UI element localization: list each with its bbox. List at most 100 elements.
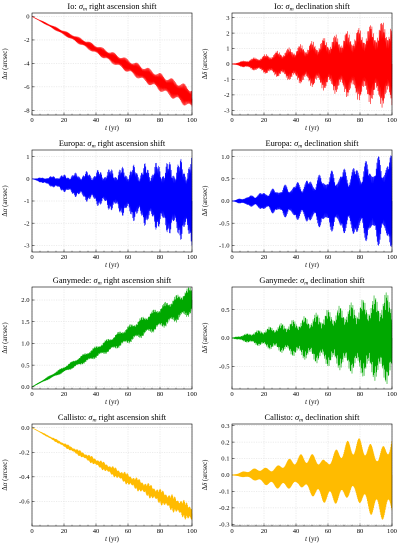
y-tick-label: 1 — [226, 46, 229, 53]
x-tick-label: 20 — [261, 117, 268, 124]
x-tick-label: 20 — [61, 391, 68, 398]
y-tick-label: 1.0 — [21, 341, 30, 348]
panel-io-ra: Io: σm right ascension shift 0 20 40 60 80 100… — [0, 0, 200, 137]
chart-title: Callisto: σm declination shift — [265, 413, 361, 424]
y-tick-label: -0.2 — [19, 449, 29, 456]
x-tick-label: 0 — [230, 528, 234, 535]
x-axis-label: t (yr) — [305, 262, 319, 269]
x-tick-label: 80 — [157, 254, 164, 261]
x-tick-label: 20 — [61, 117, 68, 124]
plot-frame — [31, 286, 193, 390]
y-tick-label: -3 — [224, 108, 230, 115]
x-tick-label: 80 — [157, 528, 164, 535]
x-axis-label: t (yr) — [105, 536, 119, 543]
series-line — [31, 287, 193, 388]
x-tick-label: 40 — [293, 117, 300, 124]
y-tick-label: 0.1 — [221, 456, 229, 463]
series-line — [231, 292, 393, 385]
plot-frame — [231, 423, 393, 527]
y-tick-label: 1.5 — [21, 319, 30, 326]
series-line — [231, 155, 393, 247]
y-tick-label: -1 — [24, 198, 30, 205]
x-tick-label: 100 — [387, 254, 398, 261]
x-tick-label: 40 — [93, 117, 100, 124]
x-tick-label: 60 — [125, 117, 132, 124]
x-tick-label: 60 — [325, 528, 332, 535]
series-line — [31, 16, 193, 107]
x-tick-label: 20 — [261, 254, 268, 261]
y-tick-label: 1.0 — [221, 154, 230, 161]
y-tick-label: 0.3 — [221, 423, 230, 430]
x-tick-label: 40 — [93, 528, 100, 535]
y-tick-label: 0.5 — [221, 176, 230, 183]
x-tick-label: 60 — [325, 254, 332, 261]
y-axis-label: Δδ (arcsec) — [202, 323, 209, 354]
x-axis-label: t (yr) — [305, 399, 319, 406]
x-tick-label: 0 — [230, 117, 234, 124]
y-tick-label: -0.5 — [219, 220, 230, 227]
chart-io-dec: Io: σm declination shift 0 20 40 60 80 100 3 2 1 0… — [202, 2, 398, 132]
x-tick-label: 60 — [325, 117, 332, 124]
plot-frame — [231, 286, 393, 390]
y-tick-label: -1.0 — [219, 243, 230, 250]
y-tick-label: -0.6 — [19, 499, 30, 506]
x-tick-label: 40 — [293, 391, 300, 398]
x-tick-label: 40 — [93, 254, 100, 261]
chart-callisto-dec: Callisto: σm declination shift 0 20 40 60 80 1… — [202, 413, 398, 543]
x-tick-label: 80 — [357, 117, 364, 124]
plot-frame — [31, 12, 193, 116]
y-tick-label: -3 — [24, 243, 30, 250]
y-tick-label: 2.0 — [21, 297, 30, 304]
y-tick-label: 0 — [26, 14, 30, 21]
y-tick-label: -0.4 — [19, 474, 30, 481]
x-tick-label: 0 — [230, 391, 234, 398]
chart-ganymede-ra: Ganymede: σm right ascension shift 0 20 40 6… — [2, 276, 198, 406]
x-tick-label: 0 — [30, 254, 34, 261]
series-line — [31, 427, 193, 520]
panel-ganymede-ra: Ganymede: σm right ascension shift 0 20 40 6… — [0, 274, 200, 411]
x-tick-label: 60 — [125, 391, 132, 398]
y-tick-label: -0.5 — [219, 364, 230, 371]
y-axis-label: Δα (arcsec) — [2, 322, 9, 353]
x-tick-label: 80 — [157, 391, 164, 398]
x-tick-label: 20 — [61, 528, 68, 535]
y-tick-label: 0.0 — [221, 335, 230, 342]
x-tick-label: 100 — [387, 117, 398, 124]
x-tick-label: 80 — [357, 254, 364, 261]
series-line — [31, 157, 193, 246]
x-tick-label: 0 — [230, 254, 234, 261]
chart-title: Io: σm right ascension shift — [67, 2, 157, 13]
y-tick-label: -2 — [24, 37, 30, 44]
panel-europa-dec: Europa: σm declination shift 0 20 40 60 80 100… — [200, 137, 400, 274]
plot-frame — [31, 423, 193, 527]
y-tick-label: -0.1 — [219, 489, 229, 496]
x-tick-label: 100 — [187, 528, 198, 535]
plot-frame — [231, 12, 393, 116]
chart-europa-dec: Europa: σm declination shift 0 20 40 60 80 100… — [202, 139, 398, 269]
y-tick-label: 0 — [26, 176, 30, 183]
x-tick-label: 20 — [61, 254, 68, 261]
y-tick-label: 0 — [226, 61, 230, 68]
x-tick-label: 40 — [93, 391, 100, 398]
chart-io-ra: Io: σm right ascension shift 0 20 40 60 80 100… — [2, 2, 198, 132]
y-tick-label: 0.0 — [221, 472, 230, 479]
plot-frame — [31, 149, 193, 253]
y-tick-label: 0.5 — [21, 362, 30, 369]
x-tick-label: 100 — [387, 528, 398, 535]
x-tick-label: 60 — [125, 528, 132, 535]
chart-callisto-ra: Callisto: σm right ascension shift 0 20 40 6… — [2, 413, 198, 543]
plot-frame — [231, 149, 393, 253]
y-axis-label: Δδ (arcsec) — [202, 49, 209, 80]
panel-callisto-ra: Callisto: σm right ascension shift 0 20 40 6… — [0, 411, 200, 548]
x-tick-label: 0 — [30, 528, 34, 535]
x-tick-label: 80 — [157, 117, 164, 124]
x-tick-label: 20 — [261, 528, 268, 535]
series-line — [231, 22, 393, 108]
chart-title: Callisto: σm right ascension shift — [58, 413, 167, 424]
x-tick-label: 0 — [30, 391, 34, 398]
series-line — [231, 438, 393, 520]
x-tick-label: 100 — [187, 391, 198, 398]
panel-ganymede-dec: Ganymede: σm declination shift 0 20 40 60 80 1… — [200, 274, 400, 411]
y-tick-label: -2 — [224, 92, 230, 99]
